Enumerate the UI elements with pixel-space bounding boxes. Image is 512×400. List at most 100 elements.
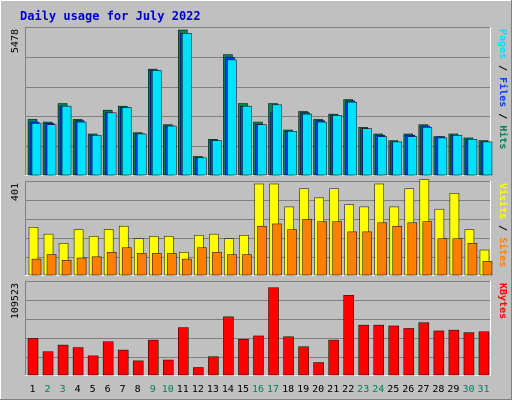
bar-sites	[362, 231, 372, 276]
bar-pages	[121, 107, 132, 176]
bar-kbytes	[208, 356, 219, 376]
bar-sites	[392, 225, 403, 276]
bar-pages	[287, 131, 297, 176]
bar-sites	[287, 229, 297, 276]
bar-kbytes	[117, 349, 129, 376]
x-tick-label: 29	[447, 384, 459, 395]
bar-sites	[482, 261, 493, 276]
bar-kbytes	[223, 316, 234, 376]
panel-kbytes: 109523 KBytes	[10, 281, 508, 376]
bar-sites	[452, 238, 463, 276]
bar-sites	[422, 221, 433, 276]
x-tick-label: 3	[60, 384, 66, 395]
bar-sites	[31, 258, 42, 276]
bar-kbytes	[283, 336, 294, 376]
x-tick-label: 31	[477, 384, 489, 395]
x-tick-label: 4	[75, 384, 81, 395]
bar-pages	[76, 121, 87, 176]
legend-label-part: Sites	[497, 237, 509, 267]
legend-label-part: Files	[497, 77, 509, 107]
bar-kbytes	[87, 355, 99, 376]
x-tick-label: 2	[44, 384, 50, 395]
bar-kbytes	[388, 325, 400, 376]
bar-pages	[227, 59, 237, 176]
bar-kbytes	[298, 346, 309, 376]
x-tick-label: 16	[252, 384, 264, 395]
series-legend-label: KBytes	[497, 283, 508, 319]
x-tick-label: 7	[120, 384, 126, 395]
bar-pages	[197, 157, 207, 176]
bar-sites	[347, 231, 357, 276]
panel-usage: 5478 Pages / Files / Hits	[10, 27, 509, 176]
legend-label-part: /	[497, 219, 508, 237]
bar-sites	[242, 254, 252, 276]
bar-pages	[61, 105, 72, 176]
legend-label-part: Hits	[497, 125, 509, 149]
bar-sites	[437, 238, 448, 276]
x-tick-label: 26	[402, 384, 414, 395]
bar-sites	[76, 257, 87, 276]
bar-pages	[362, 128, 372, 176]
x-tick-label: 25	[387, 384, 399, 395]
bar-pages	[452, 135, 463, 176]
bar-pages	[182, 33, 192, 176]
bar-kbytes	[238, 339, 249, 376]
bar-pages	[482, 141, 493, 176]
x-tick-label: 22	[342, 384, 354, 395]
x-tick-label: 19	[297, 384, 309, 395]
bar-pages	[91, 135, 102, 176]
x-tick-label: 21	[327, 384, 339, 395]
bar-pages	[407, 136, 418, 176]
bar-sites	[167, 253, 177, 276]
bar-sites	[121, 247, 132, 276]
x-tick-label: 14	[222, 384, 234, 395]
bar-pages	[136, 133, 147, 176]
bar-pages	[242, 105, 252, 176]
bar-kbytes	[178, 327, 189, 376]
x-tick-label: 30	[462, 384, 474, 395]
x-tick-label: 6	[105, 384, 111, 395]
bar-kbytes	[42, 351, 54, 376]
bar-kbytes	[433, 330, 445, 376]
chart-title: Daily usage for July 2022	[20, 9, 201, 23]
legend-label-part: /	[497, 107, 508, 125]
bar-kbytes	[193, 367, 204, 376]
bar-sites	[332, 221, 342, 276]
x-tick-label: 27	[417, 384, 429, 395]
bar-kbytes	[478, 331, 490, 376]
bar-sites	[272, 223, 282, 276]
x-tick-label: 1	[29, 384, 35, 395]
x-tick-label: 12	[192, 384, 204, 395]
legend-label-part: Pages	[497, 29, 508, 59]
x-tick-label: 28	[432, 384, 444, 395]
bar-pages	[347, 101, 357, 176]
bar-kbytes	[72, 347, 84, 376]
bar-kbytes	[448, 329, 460, 376]
bar-kbytes	[268, 287, 279, 376]
x-tick-label: 11	[177, 384, 189, 395]
series-legend-label: Pages / Files / Hits	[497, 29, 509, 149]
bar-pages	[167, 125, 177, 176]
bar-sites	[197, 247, 207, 276]
bar-kbytes	[148, 339, 159, 376]
bar-pages	[31, 123, 42, 176]
bar-kbytes	[313, 362, 324, 376]
bar-sites	[61, 259, 72, 276]
bar-kbytes	[163, 359, 174, 376]
x-tick-label: 13	[207, 384, 219, 395]
x-axis-labels: 1 2 3 4 5 6 7 8 9 10 11 12 13 14 15 16 17 18 19 20 21 22 23 24 2…	[29, 384, 489, 395]
bar-kbytes	[403, 328, 415, 376]
legend-label-part: /	[497, 59, 508, 77]
bar-pages	[422, 127, 433, 176]
x-tick-label: 18	[282, 384, 294, 395]
bar-sites	[467, 242, 478, 276]
bar-kbytes	[27, 338, 39, 376]
bar-kbytes	[57, 344, 69, 376]
bar-pages	[212, 140, 222, 176]
bar-pages	[317, 121, 327, 176]
chart-panels: 5478 Pages / Files / Hits 401 Visits / Site…	[10, 27, 509, 376]
bar-sites	[91, 256, 102, 276]
bar-kbytes	[328, 339, 339, 376]
bar-sites	[377, 222, 387, 276]
